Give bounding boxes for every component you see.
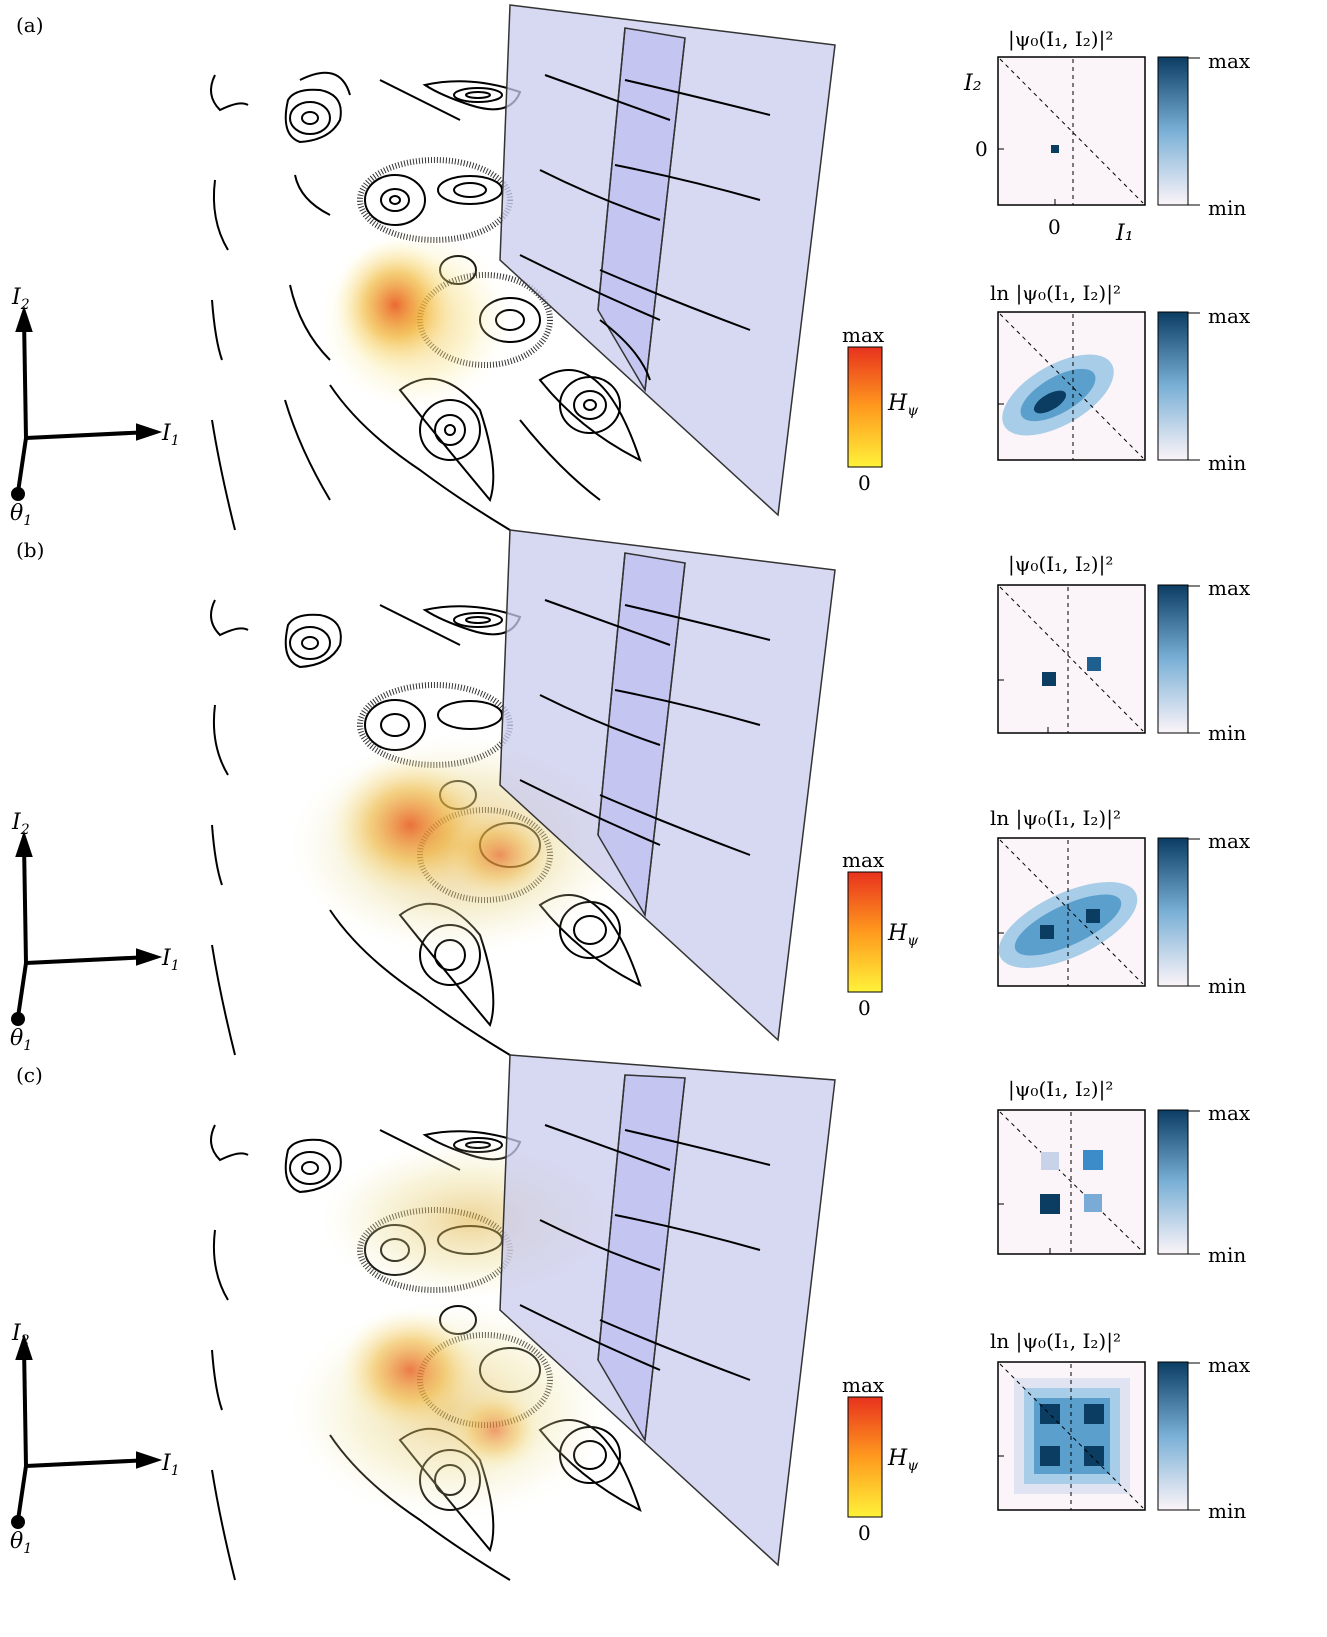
heatmap-cell [1087,657,1101,671]
hpsi-name-label: Hψ [887,921,919,949]
wall-curves [519,599,771,856]
cb-max-label: max [1208,829,1251,853]
heatmap-bottom-title: ln |ψ₀(I₁, I₂)|² [990,806,1121,831]
heatmap-top-title: |ψ₀(I₁, I₂)|² [1008,1077,1113,1102]
cb-max-label: max [1208,1353,1251,1377]
heatmap-cell [1084,1404,1104,1424]
axis-i2-label: I2 [11,810,30,838]
heatmap-top-colorbar: max min [1157,49,1251,220]
hpsi-colorbar: max 0 Hψ [842,1373,919,1545]
hpsi-name-label: Hψ [887,1446,919,1474]
cb-min-label: min [1208,1243,1246,1267]
hpsi-max-label: max [842,323,885,347]
hpsi-zero-label: 0 [858,471,871,495]
heatmap-cell [1040,925,1054,939]
axes-indicator [11,1333,163,1529]
heatmap-top-colorbar: max min [1157,576,1251,745]
heatmap-x0: 0 [1048,215,1061,239]
hpsi-zero-label: 0 [858,1521,871,1545]
husimi-density [320,230,510,410]
panel-a: (a) I2 I1 θ1 [10,4,1251,531]
wall-curves [519,1124,771,1381]
heatmap-bottom-title: ln |ψ₀(I₁, I₂)|² [990,1329,1121,1354]
cb-max-label: max [1208,576,1251,600]
axis-i2-label: I2 [11,285,30,313]
heatmap-cell [1040,1194,1060,1214]
axis-i1-label: I1 [161,1451,180,1479]
axis-i2-label: I2 [11,1321,30,1349]
panel-c: (c) I2 I1 θ1 [10,1054,1251,1581]
cb-min-label: min [1208,974,1246,998]
cb-max-label: max [1208,1101,1251,1125]
heatmap-cell [1086,909,1100,923]
hpsi-name-label: Hψ [887,391,919,419]
heatmap-top [997,1109,1146,1255]
heatmap-bottom-colorbar: max min [1157,304,1251,475]
heatmap-top-title: |ψ₀(I₁, I₂)|² [1008,27,1113,52]
heatmap-xlabel: I₁ [1115,221,1134,246]
panel-label: (b) [16,538,44,562]
heatmap-cell [1040,1446,1060,1466]
wall-prism [499,4,836,517]
heatmap-cell [1042,672,1056,686]
hpsi-colorbar: max 0 Hψ [842,323,919,495]
heatmap-cell [1041,1152,1059,1170]
cb-min-label: min [1208,721,1246,745]
axis-i1-label: I1 [161,946,180,974]
hpsi-zero-label: 0 [858,996,871,1020]
hpsi-colorbar: max 0 Hψ [842,848,919,1020]
axes-indicator [11,830,163,1026]
cb-min-label: min [1208,1499,1246,1523]
wall-curves [519,74,771,381]
heatmap-bottom [997,311,1146,461]
heatmap-top-colorbar: max min [1157,1101,1251,1267]
panel-label: (a) [16,13,44,37]
axis-theta-label: θ1 [10,1529,32,1557]
heatmap-top [997,584,1146,734]
axis-theta-label: θ1 [10,1026,32,1054]
panel-label: (c) [16,1063,43,1087]
cb-min-label: min [1208,451,1246,475]
hpsi-max-label: max [842,1373,885,1397]
heatmap-bottom [997,1361,1146,1511]
hpsi-max-label: max [842,848,885,872]
cb-max-label: max [1208,304,1251,328]
heatmap-top-title: |ψ₀(I₁, I₂)|² [1008,552,1113,577]
heatmap-top [997,56,1146,206]
heatmap-cell [1051,145,1059,153]
axis-theta-label: θ1 [10,501,32,529]
heatmap-bottom-title: ln |ψ₀(I₁, I₂)|² [990,281,1121,306]
heatmap-bottom-colorbar: max min [1157,829,1251,998]
heatmap-cell [1083,1150,1103,1170]
heatmap-ylabel: I₂ [963,71,982,96]
cb-min-label: min [1208,196,1246,220]
wall-prism [499,1054,836,1567]
heatmap-cell [1084,1446,1104,1466]
heatmap-cell [1040,1404,1060,1424]
heatmap-bottom [997,837,1146,987]
axes-indicator [11,305,163,501]
heatmap-y0: 0 [975,137,988,161]
heatmap-bottom-colorbar: max min [1157,1353,1251,1523]
panel-b: (b) I2 I1 θ1 [10,529,1251,1056]
cb-max-label: max [1208,49,1251,73]
heatmap-cell [1084,1194,1102,1212]
wall-prism [499,529,836,1042]
axis-i1-label: I1 [161,421,180,449]
